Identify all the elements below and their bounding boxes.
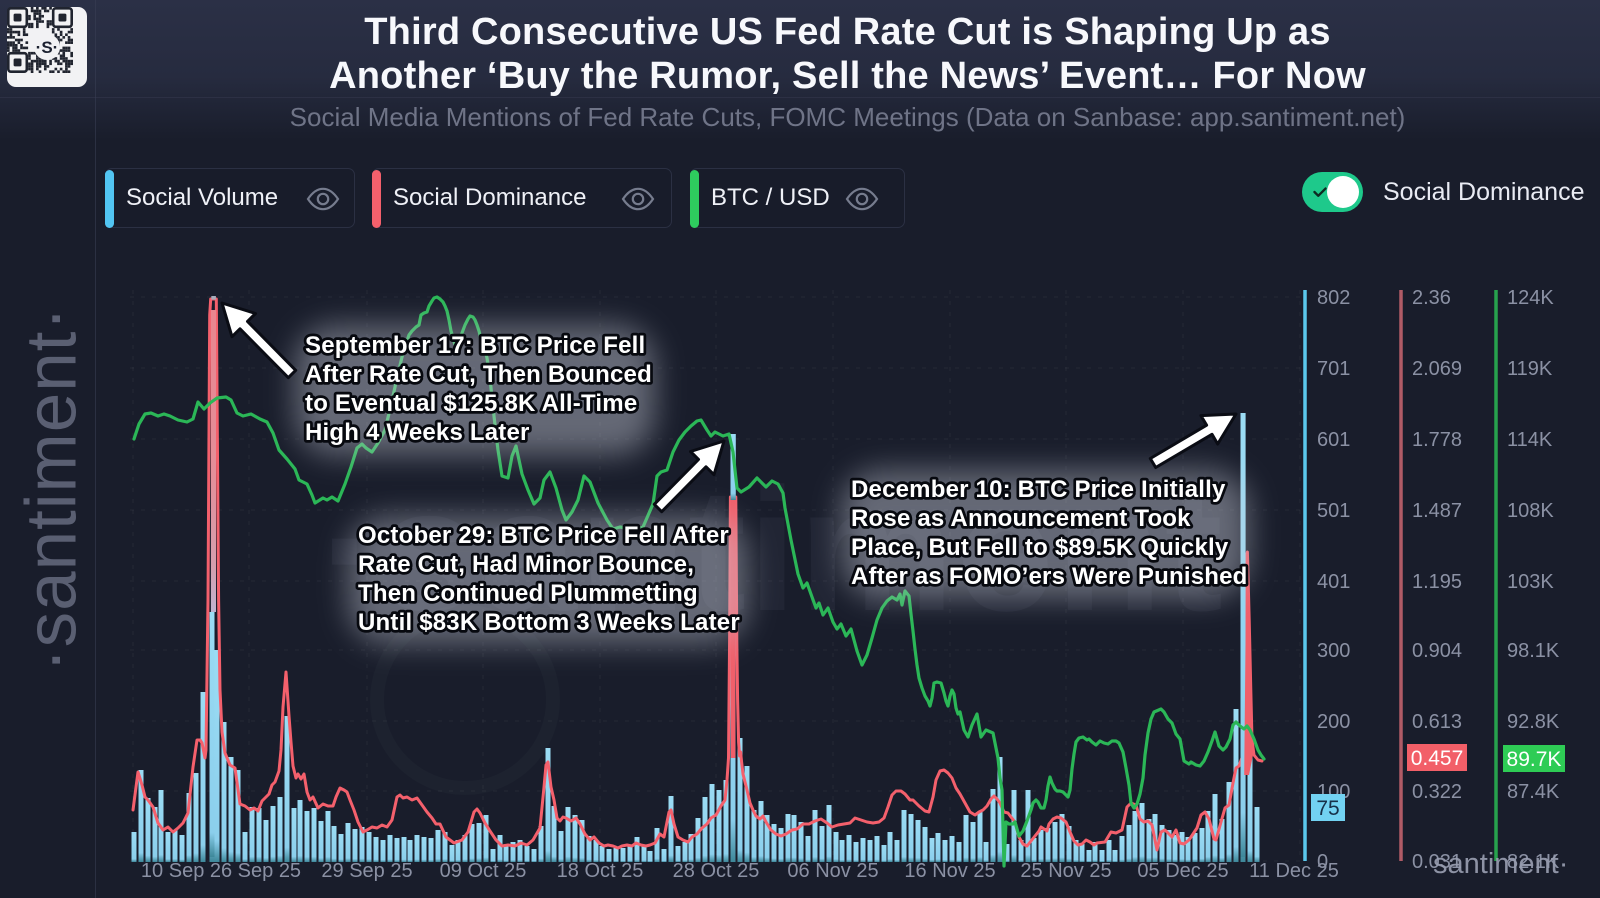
svg-text:Rate Cut, Had Minor Bounce,: Rate Cut, Had Minor Bounce, <box>358 551 694 578</box>
svg-text:114K: 114K <box>1507 429 1553 451</box>
svg-text:1.195: 1.195 <box>1412 571 1462 593</box>
svg-text:2.36: 2.36 <box>1412 287 1451 309</box>
svg-text:0.031: 0.031 <box>1412 851 1462 873</box>
svg-text:Then Continued Plummetting: Then Continued Plummetting <box>358 580 698 607</box>
svg-text:82.1K: 82.1K <box>1507 851 1560 873</box>
svg-text:December 10: BTC Price Initial: December 10: BTC Price Initially <box>851 476 1226 503</box>
svg-text:September 17: BTC Price Fell: September 17: BTC Price Fell <box>305 332 645 359</box>
svg-text:0: 0 <box>1317 851 1328 873</box>
svg-text:2.069: 2.069 <box>1412 358 1462 380</box>
svg-text:98.1K: 98.1K <box>1507 640 1560 662</box>
svg-text:05 Dec 25: 05 Dec 25 <box>1137 860 1228 882</box>
svg-text:Rose as Announcement Took: Rose as Announcement Took <box>851 505 1191 532</box>
svg-text:87.4K: 87.4K <box>1507 781 1560 803</box>
svg-text:0.904: 0.904 <box>1412 640 1462 662</box>
svg-text:124K: 124K <box>1507 287 1554 309</box>
svg-text:Place, But Fell to $89.5K Quic: Place, But Fell to $89.5K Quickly <box>851 534 1229 561</box>
svg-text:1.487: 1.487 <box>1412 500 1462 522</box>
svg-text:0.613: 0.613 <box>1412 711 1462 733</box>
svg-text:802: 802 <box>1317 287 1350 309</box>
svg-text:After as FOMO’ers Were Punishe: After as FOMO’ers Were Punished <box>851 563 1248 590</box>
svg-text:High 4 Weeks Later: High 4 Weeks Later <box>305 419 530 446</box>
svg-text:701: 701 <box>1317 358 1350 380</box>
svg-text:29 Sep 25: 29 Sep 25 <box>321 860 412 882</box>
svg-text:401: 401 <box>1317 571 1350 593</box>
svg-text:10 Sep 26 Sep 25: 10 Sep 26 Sep 25 <box>141 860 301 882</box>
svg-text:25 Nov 25: 25 Nov 25 <box>1020 860 1111 882</box>
svg-text:200: 200 <box>1317 711 1350 733</box>
svg-text:to Eventual $125.8K All-Time: to Eventual $125.8K All-Time <box>305 390 637 417</box>
svg-text:108K: 108K <box>1507 500 1554 522</box>
svg-text:92.8K: 92.8K <box>1507 711 1560 733</box>
svg-text:16 Nov 25: 16 Nov 25 <box>904 860 995 882</box>
svg-text:103K: 103K <box>1507 571 1554 593</box>
svg-text:18 Oct 25: 18 Oct 25 <box>557 860 644 882</box>
svg-text:75: 75 <box>1316 797 1339 820</box>
svg-text:santiment·: santiment· <box>1433 848 1568 880</box>
svg-text:09 Oct 25: 09 Oct 25 <box>440 860 527 882</box>
svg-text:October 29: BTC Price Fell Aft: October 29: BTC Price Fell After <box>358 522 729 549</box>
svg-text:501: 501 <box>1317 500 1350 522</box>
svg-text:300: 300 <box>1317 640 1350 662</box>
svg-text:11 Dec 25: 11 Dec 25 <box>1249 860 1339 882</box>
svg-text:After Rate Cut, Then Bounced: After Rate Cut, Then Bounced <box>305 361 652 388</box>
svg-text:119K: 119K <box>1507 358 1553 380</box>
svg-text:1.778: 1.778 <box>1412 429 1462 451</box>
svg-text:89.7K: 89.7K <box>1507 748 1562 771</box>
svg-text:601: 601 <box>1317 429 1350 451</box>
svg-text:0.457: 0.457 <box>1411 747 1464 770</box>
svg-text:0.322: 0.322 <box>1412 781 1462 803</box>
svg-text:28 Oct 25: 28 Oct 25 <box>673 860 760 882</box>
svg-text:Until $83K Bottom 3 Weeks Late: Until $83K Bottom 3 Weeks Later <box>358 609 740 636</box>
svg-text:06 Nov 25: 06 Nov 25 <box>787 860 878 882</box>
svg-text:·S·: ·S· <box>36 38 59 57</box>
